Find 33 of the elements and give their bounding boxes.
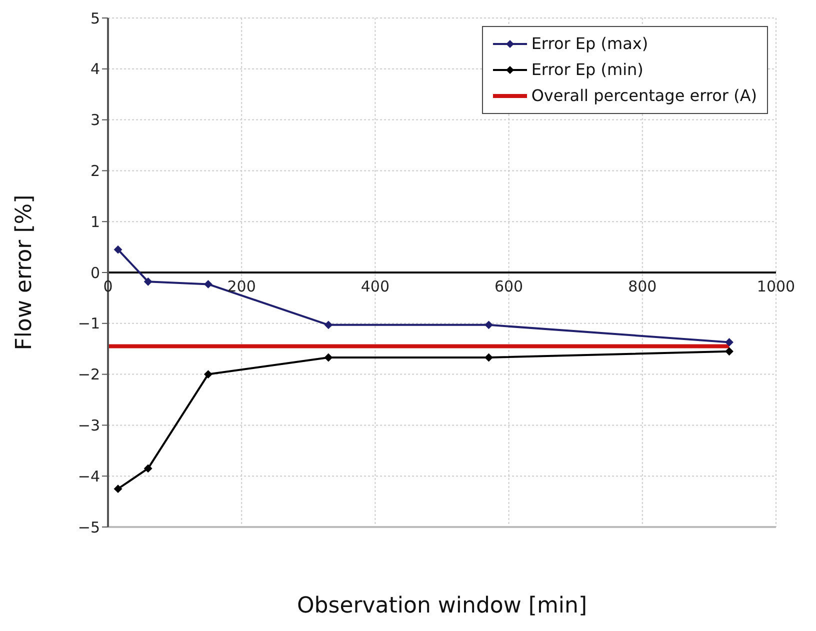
point xyxy=(725,347,734,356)
y-axis-title: Flow error [%] xyxy=(12,194,37,350)
x-tick-label: 600 xyxy=(494,278,524,296)
y-tick-label: −3 xyxy=(78,416,100,435)
point xyxy=(484,320,493,329)
point xyxy=(484,354,493,362)
point xyxy=(114,484,122,493)
y-tick-label: −5 xyxy=(78,518,100,536)
point xyxy=(324,320,332,329)
y-tick-label: −2 xyxy=(78,366,100,384)
point xyxy=(144,464,152,472)
x-tick-label: 1000 xyxy=(756,278,796,296)
y-tick-label: 5 xyxy=(90,9,100,28)
y-tick-label: −1 xyxy=(78,314,100,333)
point xyxy=(725,338,734,346)
x-tick-label: 200 xyxy=(227,278,256,296)
x-tick-label: 800 xyxy=(628,278,657,296)
y-tick-label: −4 xyxy=(78,467,100,486)
x-axis-title: Observation window [min] xyxy=(296,594,588,619)
point xyxy=(144,278,152,286)
point xyxy=(204,370,212,378)
y-tick-label: 2 xyxy=(90,162,100,180)
y-tick-label: 4 xyxy=(90,60,100,78)
legend-label: Overall percentage error (A) xyxy=(531,85,757,107)
y-tick-label: 1 xyxy=(90,212,100,231)
point xyxy=(324,354,332,362)
y-tick-label: 0 xyxy=(90,264,100,282)
legend-label: Error Ep (max) xyxy=(531,33,648,55)
legend-label: Error Ep (min) xyxy=(531,59,644,81)
point xyxy=(204,280,212,288)
x-tick-label: 400 xyxy=(360,278,390,296)
y-tick-label: 3 xyxy=(90,111,100,130)
point xyxy=(114,246,122,254)
